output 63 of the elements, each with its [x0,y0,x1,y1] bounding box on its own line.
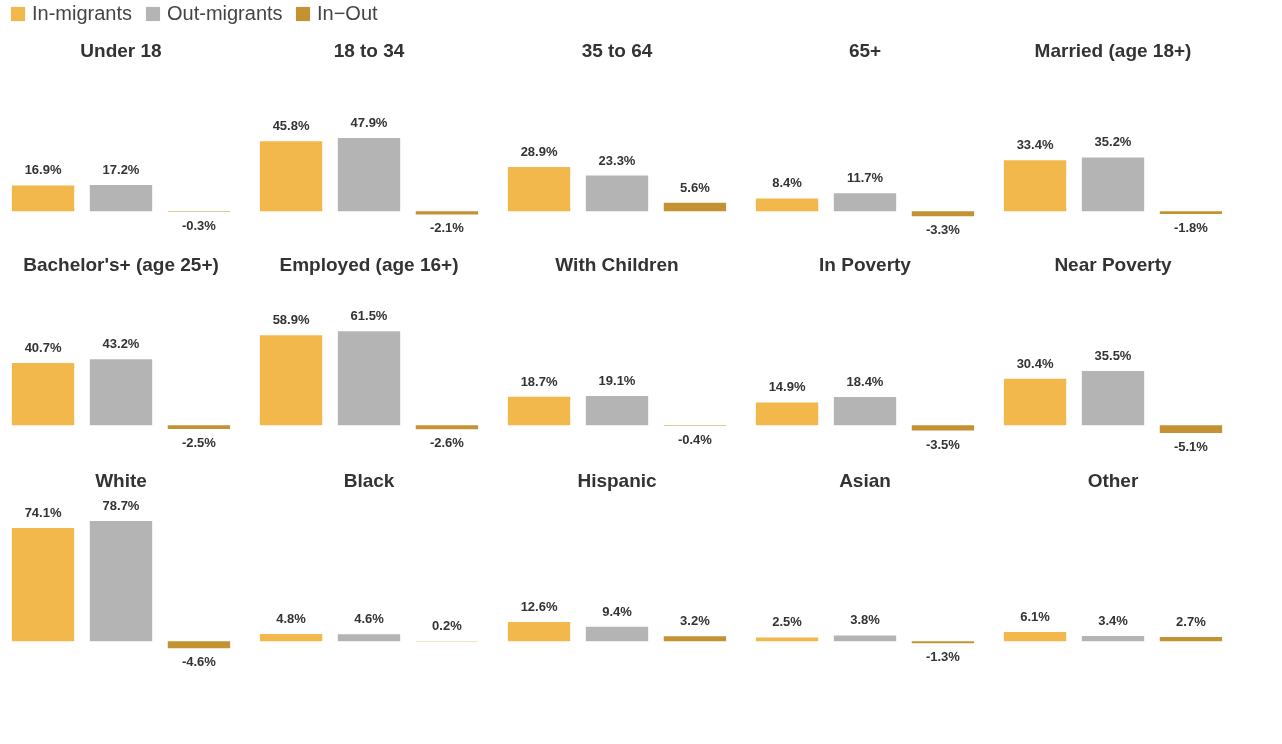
data-label: 4.6% [354,611,385,627]
chart-title: Black [343,470,395,491]
data-label: 14.9% [768,379,806,395]
chart-title: With Children [555,254,679,275]
data-label: 0.2% [432,617,463,633]
data-label: 78.7% [102,498,140,513]
chart-title: Other [1087,470,1139,491]
data-label: 23.3% [598,152,636,168]
chart-title: 35 to 64 [581,40,653,61]
data-label: 12.6% [520,598,558,614]
data-label: 61.5% [350,308,388,324]
data-label: 8.4% [772,175,803,191]
data-label: -3.5% [925,436,961,452]
data-label: 3.4% [1098,613,1129,629]
chart-title: White [95,470,147,491]
legend-label: In-migrants [32,2,133,24]
data-label: -2.1% [429,220,465,236]
data-label: 5.6% [680,179,711,195]
data-label: 43.2% [102,336,140,352]
chart-title: In Poverty [819,254,912,275]
chart-title: Hispanic [577,470,658,491]
data-label: 3.8% [850,612,881,628]
data-label: -0.3% [181,217,217,233]
data-label: 35.2% [1094,134,1132,150]
data-label: 35.5% [1094,347,1132,363]
data-label: -3.3% [925,222,961,238]
data-label: -5.1% [1173,439,1209,454]
chart-title: Bachelor's+ (age 25+) [23,254,219,275]
data-label: 28.9% [520,144,558,160]
data-label: -2.5% [181,435,217,451]
data-label: -1.3% [925,649,961,665]
data-label: 4.8% [276,610,307,626]
data-label: -1.8% [1173,219,1209,235]
data-label: -4.6% [181,654,217,670]
data-label: 16.9% [24,162,62,178]
data-label: 74.1% [24,505,62,521]
data-label: 18.4% [846,374,884,390]
chart-title: Asian [839,470,891,491]
data-label: 33.4% [1016,137,1054,153]
chart-title: Married (age 18+) [1034,40,1192,61]
data-label: 47.9% [350,115,388,131]
data-label: 58.9% [272,312,310,328]
chart-title: Employed (age 16+) [279,254,459,275]
data-label: 19.1% [598,373,636,389]
data-label: 6.1% [1020,608,1051,624]
data-label: 30.4% [1016,355,1054,371]
chart-title: Under 18 [80,40,162,61]
data-label: -2.6% [429,435,465,451]
data-label: -0.4% [677,431,713,447]
data-label: 18.7% [520,373,558,389]
chart-title: 18 to 34 [333,40,405,61]
data-label: 45.8% [272,118,310,134]
chart-title: 65+ [848,40,882,61]
data-label: 11.7% [846,170,884,186]
legend-label: In−Out [317,2,379,24]
data-label: 9.4% [602,603,633,619]
data-label: 40.7% [24,340,62,356]
data-label: 3.2% [680,613,711,629]
legend-label: Out-migrants [167,2,283,24]
data-label: 2.5% [772,614,803,630]
chart-title: Near Poverty [1054,254,1173,275]
data-label: 2.7% [1176,614,1207,630]
data-label: 17.2% [102,161,140,177]
